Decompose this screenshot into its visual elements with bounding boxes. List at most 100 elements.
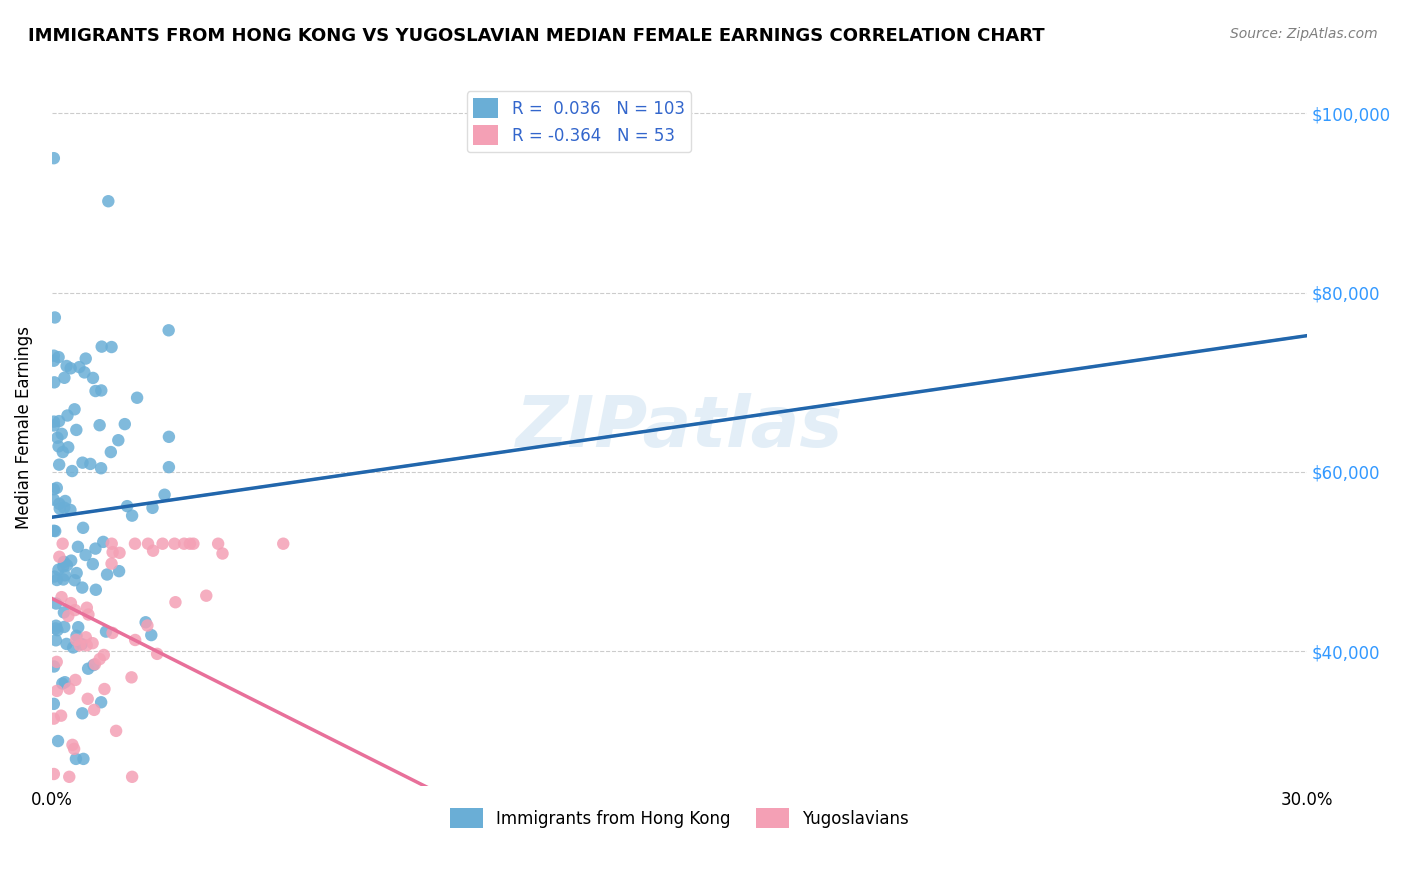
Immigrants from Hong Kong bbox=[53, 675, 76, 690]
Immigrants from Hong Kong bbox=[90, 384, 112, 398]
Immigrants from Hong Kong bbox=[157, 430, 180, 444]
Yugoslavians bbox=[62, 738, 84, 752]
Immigrants from Hong Kong bbox=[121, 508, 143, 523]
Immigrants from Hong Kong bbox=[42, 415, 65, 429]
Immigrants from Hong Kong bbox=[58, 440, 80, 454]
Immigrants from Hong Kong bbox=[52, 573, 75, 587]
Yugoslavians bbox=[82, 636, 104, 650]
Immigrants from Hong Kong bbox=[56, 409, 79, 423]
Immigrants from Hong Kong bbox=[55, 637, 77, 651]
Immigrants from Hong Kong bbox=[59, 361, 82, 376]
Immigrants from Hong Kong bbox=[48, 439, 70, 453]
Immigrants from Hong Kong bbox=[45, 618, 67, 632]
Yugoslavians bbox=[58, 609, 80, 624]
Immigrants from Hong Kong bbox=[157, 460, 180, 475]
Immigrants from Hong Kong bbox=[127, 391, 149, 405]
Immigrants from Hong Kong bbox=[66, 566, 89, 580]
Yugoslavians bbox=[51, 590, 73, 604]
Yugoslavians bbox=[211, 547, 233, 561]
Yugoslavians bbox=[77, 607, 100, 622]
Immigrants from Hong Kong bbox=[82, 371, 104, 385]
Immigrants from Hong Kong bbox=[82, 557, 104, 571]
Yugoslavians bbox=[173, 537, 195, 551]
Immigrants from Hong Kong bbox=[90, 340, 112, 354]
Immigrants from Hong Kong bbox=[84, 582, 107, 597]
Immigrants from Hong Kong bbox=[42, 151, 65, 165]
Immigrants from Hong Kong bbox=[72, 752, 94, 766]
Yugoslavians bbox=[179, 537, 201, 551]
Immigrants from Hong Kong bbox=[91, 535, 114, 549]
Immigrants from Hong Kong bbox=[53, 494, 76, 508]
Yugoslavians bbox=[75, 630, 97, 644]
Yugoslavians bbox=[163, 537, 186, 551]
Immigrants from Hong Kong bbox=[94, 624, 117, 639]
Immigrants from Hong Kong bbox=[72, 706, 94, 721]
Immigrants from Hong Kong bbox=[75, 548, 97, 562]
Immigrants from Hong Kong bbox=[45, 633, 67, 648]
Yugoslavians bbox=[83, 703, 105, 717]
Immigrants from Hong Kong bbox=[84, 541, 107, 556]
Yugoslavians bbox=[100, 537, 122, 551]
Immigrants from Hong Kong bbox=[153, 488, 176, 502]
Yugoslavians bbox=[124, 632, 146, 647]
Immigrants from Hong Kong bbox=[83, 658, 105, 673]
Immigrants from Hong Kong bbox=[42, 524, 65, 538]
Immigrants from Hong Kong bbox=[44, 524, 66, 538]
Immigrants from Hong Kong bbox=[84, 384, 107, 398]
Yugoslavians bbox=[101, 626, 124, 640]
Immigrants from Hong Kong bbox=[65, 629, 87, 643]
Text: ZIPatlas: ZIPatlas bbox=[516, 392, 844, 462]
Immigrants from Hong Kong bbox=[42, 492, 65, 507]
Immigrants from Hong Kong bbox=[53, 371, 76, 385]
Yugoslavians bbox=[100, 557, 122, 571]
Immigrants from Hong Kong bbox=[53, 500, 76, 515]
Immigrants from Hong Kong bbox=[114, 417, 136, 431]
Yugoslavians bbox=[93, 648, 115, 662]
Yugoslavians bbox=[93, 681, 115, 696]
Yugoslavians bbox=[58, 681, 80, 696]
Immigrants from Hong Kong bbox=[44, 376, 66, 390]
Immigrants from Hong Kong bbox=[135, 615, 157, 630]
Text: IMMIGRANTS FROM HONG KONG VS YUGOSLAVIAN MEDIAN FEMALE EARNINGS CORRELATION CHAR: IMMIGRANTS FROM HONG KONG VS YUGOSLAVIAN… bbox=[28, 27, 1045, 45]
Yugoslavians bbox=[84, 657, 107, 672]
Immigrants from Hong Kong bbox=[42, 418, 65, 433]
Immigrants from Hong Kong bbox=[52, 559, 75, 574]
Immigrants from Hong Kong bbox=[89, 418, 111, 433]
Yugoslavians bbox=[136, 537, 159, 551]
Immigrants from Hong Kong bbox=[46, 623, 69, 637]
Yugoslavians bbox=[45, 684, 67, 698]
Immigrants from Hong Kong bbox=[59, 503, 82, 517]
Immigrants from Hong Kong bbox=[67, 620, 90, 634]
Immigrants from Hong Kong bbox=[42, 697, 65, 711]
Yugoslavians bbox=[65, 632, 87, 647]
Immigrants from Hong Kong bbox=[46, 431, 69, 445]
Immigrants from Hong Kong bbox=[56, 558, 79, 573]
Immigrants from Hong Kong bbox=[51, 676, 73, 690]
Immigrants from Hong Kong bbox=[60, 464, 83, 478]
Immigrants from Hong Kong bbox=[45, 621, 67, 635]
Yugoslavians bbox=[69, 638, 91, 652]
Immigrants from Hong Kong bbox=[42, 353, 65, 368]
Yugoslavians bbox=[152, 537, 174, 551]
Immigrants from Hong Kong bbox=[67, 360, 90, 375]
Yugoslavians bbox=[121, 770, 143, 784]
Yugoslavians bbox=[101, 545, 124, 559]
Yugoslavians bbox=[42, 767, 65, 781]
Immigrants from Hong Kong bbox=[45, 573, 67, 587]
Immigrants from Hong Kong bbox=[48, 497, 70, 511]
Yugoslavians bbox=[183, 537, 205, 551]
Text: Source: ZipAtlas.com: Source: ZipAtlas.com bbox=[1230, 27, 1378, 41]
Yugoslavians bbox=[195, 589, 218, 603]
Immigrants from Hong Kong bbox=[115, 499, 138, 513]
Immigrants from Hong Kong bbox=[66, 540, 89, 554]
Immigrants from Hong Kong bbox=[52, 555, 75, 569]
Immigrants from Hong Kong bbox=[65, 752, 87, 766]
Yugoslavians bbox=[76, 691, 98, 706]
Immigrants from Hong Kong bbox=[44, 310, 66, 325]
Immigrants from Hong Kong bbox=[96, 567, 118, 582]
Yugoslavians bbox=[207, 537, 229, 551]
Immigrants from Hong Kong bbox=[45, 481, 67, 495]
Immigrants from Hong Kong bbox=[42, 659, 65, 673]
Yugoslavians bbox=[165, 595, 187, 609]
Immigrants from Hong Kong bbox=[48, 414, 70, 428]
